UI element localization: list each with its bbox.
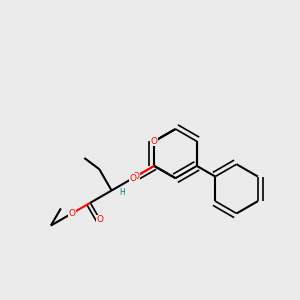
Text: O: O bbox=[69, 209, 76, 218]
Text: O: O bbox=[133, 172, 140, 181]
Text: H: H bbox=[119, 188, 125, 197]
Text: O: O bbox=[129, 174, 137, 183]
Text: O: O bbox=[97, 215, 104, 224]
Text: O: O bbox=[151, 137, 158, 146]
